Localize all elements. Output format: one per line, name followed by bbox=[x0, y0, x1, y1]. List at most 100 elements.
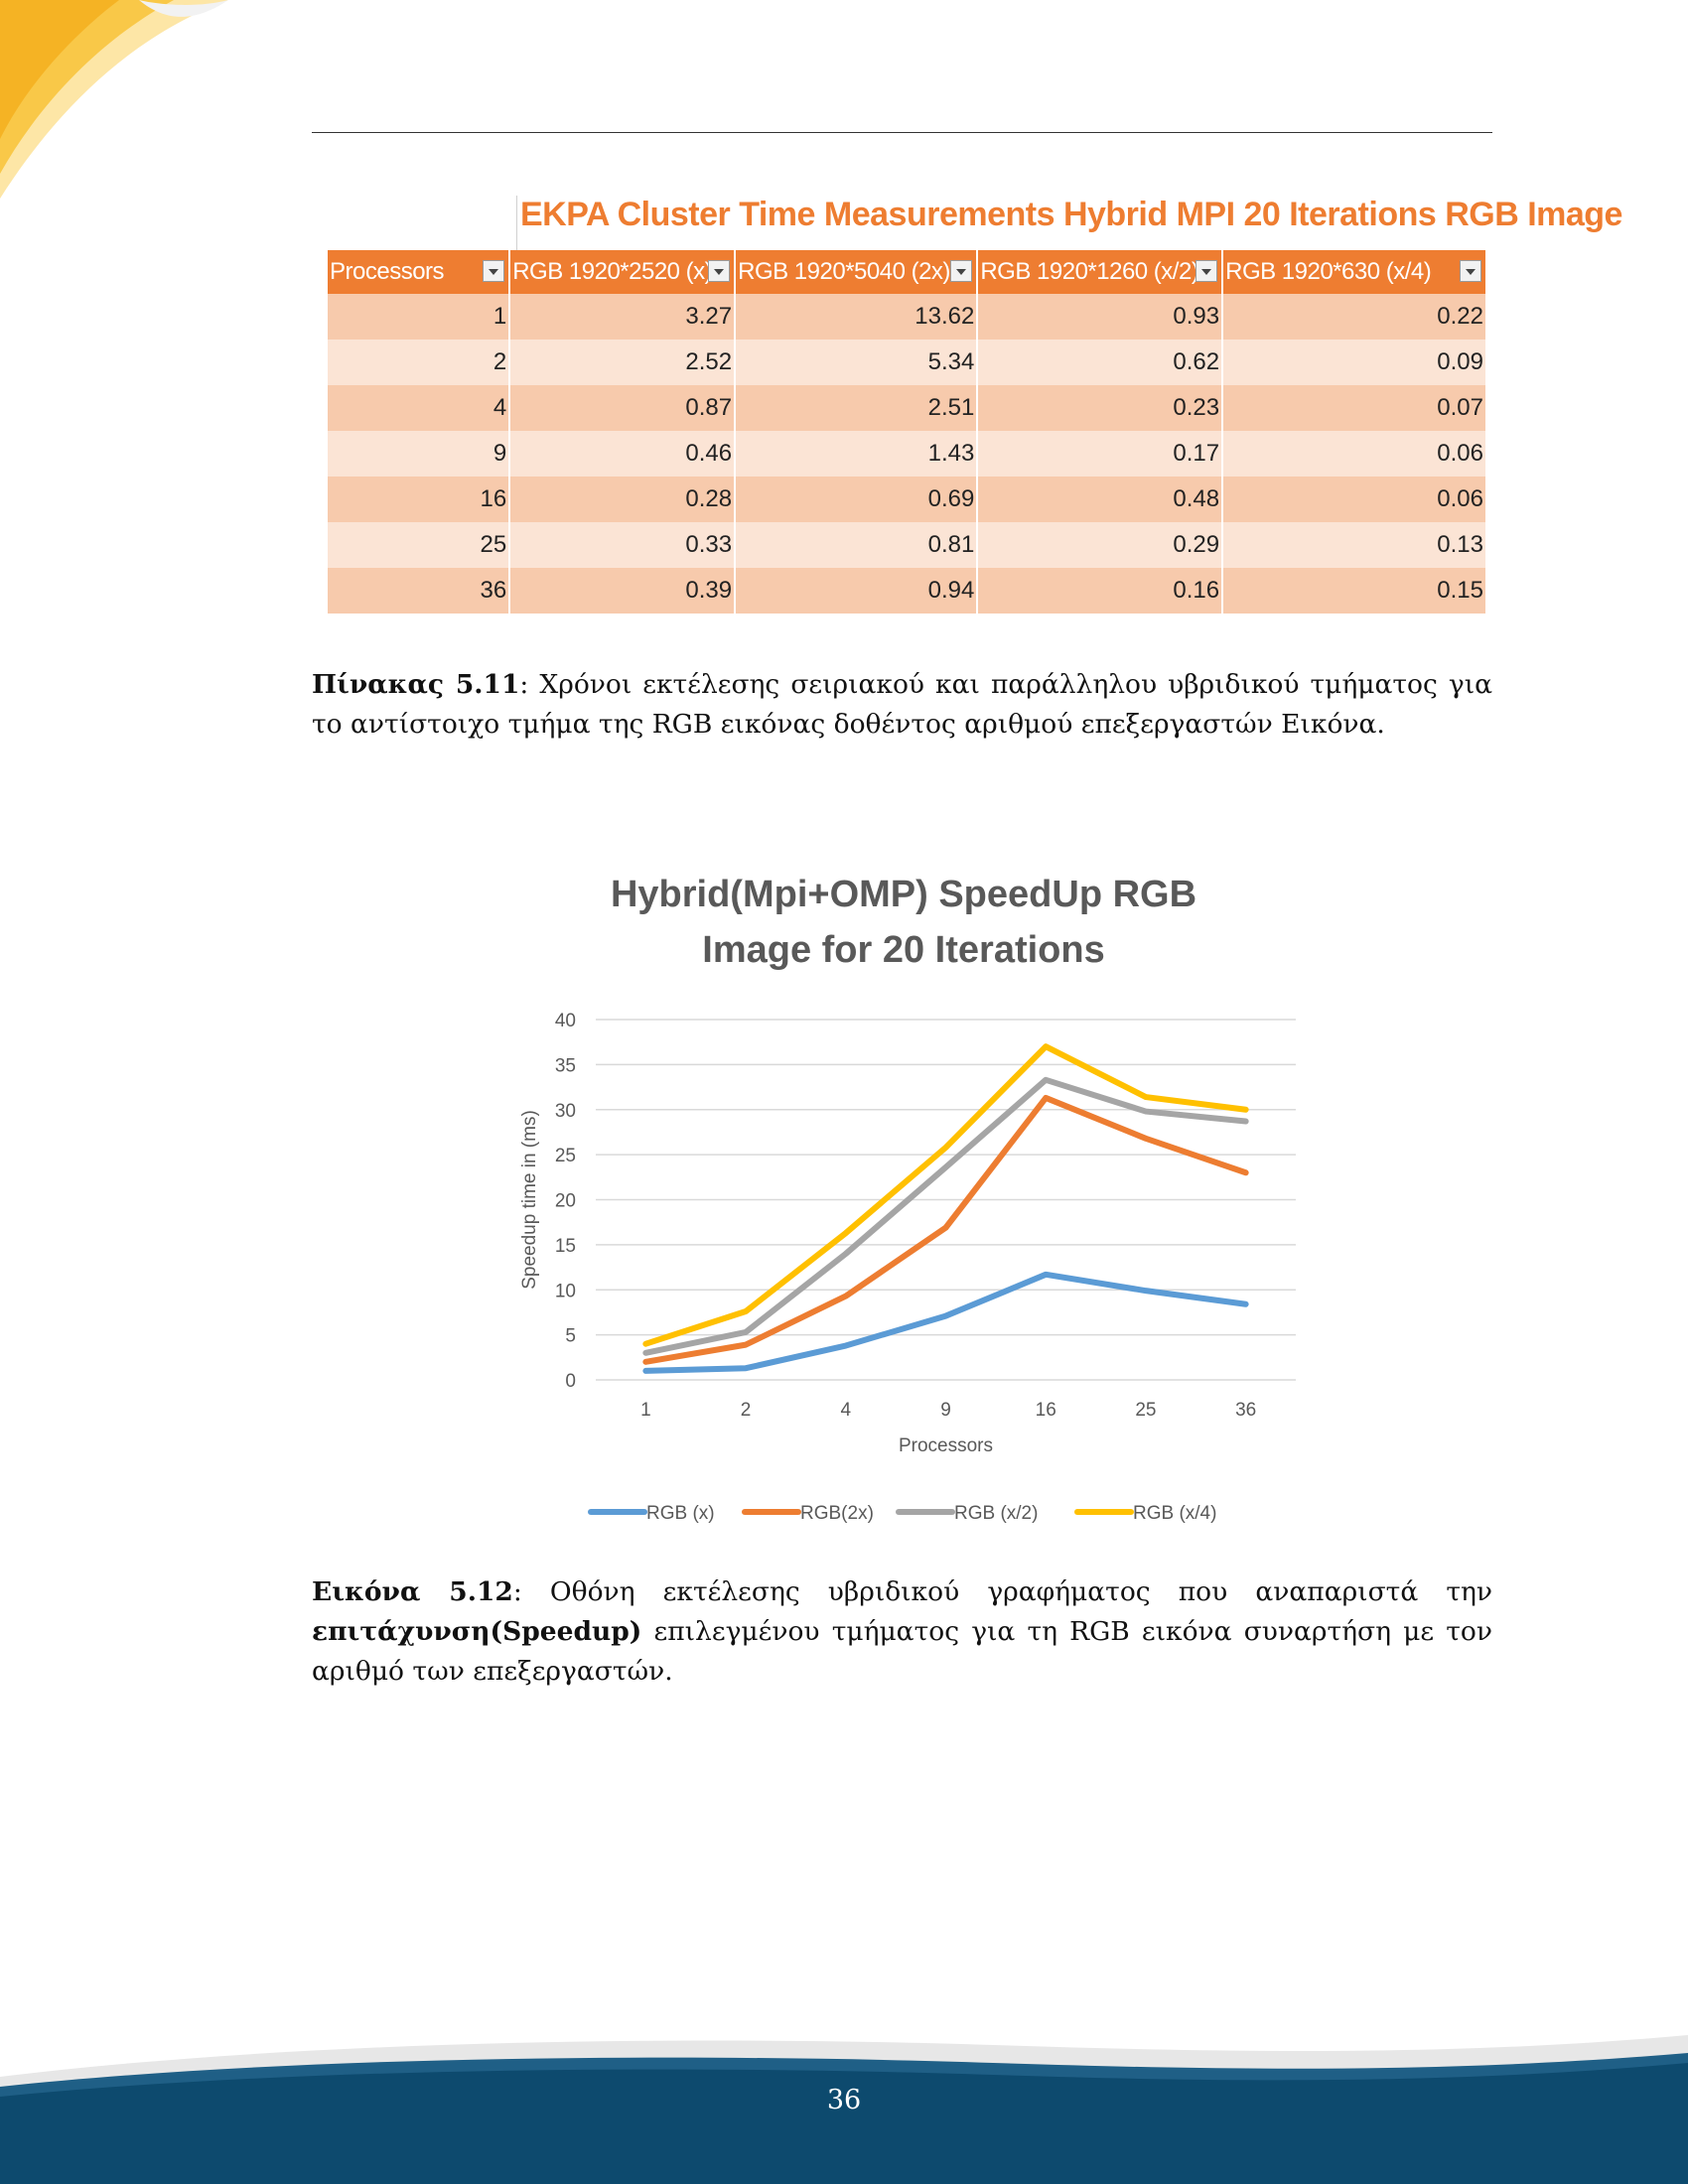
y-tick-label: 15 bbox=[555, 1236, 576, 1257]
header-rgb-x2[interactable]: RGB 1920*1260 (x/2) bbox=[976, 250, 1223, 294]
filter-dropdown-icon[interactable] bbox=[708, 260, 731, 282]
table-cell: 0.16 bbox=[976, 568, 1223, 614]
y-tick-label: 30 bbox=[555, 1101, 576, 1122]
filter-dropdown-icon[interactable] bbox=[483, 260, 505, 282]
y-tick-label: 25 bbox=[555, 1146, 576, 1166]
legend-label: RGB (x/4) bbox=[1133, 1503, 1216, 1524]
x-tick-label: 9 bbox=[940, 1400, 951, 1421]
header-label: RGB 1920*630 (x/4) bbox=[1225, 258, 1432, 285]
speedup-chart: Hybrid(Mpi+OMP) SpeedUp RGB Image for 20… bbox=[506, 864, 1301, 1539]
table-cell: 4 bbox=[328, 385, 510, 431]
legend-label: RGB (x/2) bbox=[954, 1503, 1038, 1524]
table-header-row: Processors RGB 1920*2520 (x) RGB 1920*50… bbox=[328, 250, 1485, 294]
table-cell: 0.22 bbox=[1221, 294, 1485, 340]
x-tick-label: 25 bbox=[1135, 1400, 1156, 1421]
y-tick-label: 20 bbox=[555, 1191, 576, 1212]
series-line bbox=[642, 1076, 1249, 1356]
page-number: 36 bbox=[826, 2085, 862, 2116]
table-cell: 0.39 bbox=[508, 568, 736, 614]
table-row: 9 0.46 1.43 0.17 0.06 bbox=[328, 431, 1485, 477]
table-cell: 0.28 bbox=[508, 477, 736, 522]
table-cell: 0.33 bbox=[508, 522, 736, 568]
table-cell: 9 bbox=[328, 431, 510, 477]
chart-title-line2: Image for 20 Iterations bbox=[702, 929, 1105, 971]
table-cell: 0.93 bbox=[976, 294, 1223, 340]
filter-dropdown-icon[interactable] bbox=[950, 260, 973, 282]
table-cell: 0.17 bbox=[976, 431, 1223, 477]
y-tick-label: 10 bbox=[555, 1281, 576, 1301]
filter-dropdown-icon[interactable] bbox=[1196, 260, 1218, 282]
caption-text: : Χρόνοι εκτέλεσης σειριακού και παράλλη… bbox=[312, 669, 1492, 740]
header-rule bbox=[312, 132, 1492, 133]
series-line bbox=[642, 1094, 1249, 1365]
corner-decoration bbox=[0, 0, 228, 199]
table-row: 2 2.52 5.34 0.62 0.09 bbox=[328, 340, 1485, 385]
header-label: RGB 1920*5040 (2x) bbox=[738, 258, 950, 285]
series-line bbox=[642, 1271, 1249, 1374]
table-cell: 3.27 bbox=[508, 294, 736, 340]
header-label: RGB 1920*2520 (x) bbox=[512, 258, 713, 285]
legend-label: RGB (x) bbox=[646, 1503, 715, 1524]
y-tick-label: 40 bbox=[555, 1011, 576, 1031]
table-row: 16 0.28 0.69 0.48 0.06 bbox=[328, 477, 1485, 522]
table-cell: 0.62 bbox=[976, 340, 1223, 385]
header-label: Processors bbox=[330, 258, 445, 285]
table-cell: 25 bbox=[328, 522, 510, 568]
y-tick-label: 35 bbox=[555, 1055, 576, 1076]
table-cell: 2.51 bbox=[734, 385, 978, 431]
caption-label: Εικόνα 5.12 bbox=[312, 1576, 513, 1607]
header-rgb-x[interactable]: RGB 1920*2520 (x) bbox=[508, 250, 736, 294]
figure-caption: Εικόνα 5.12: Οθόνη εκτέλεσης υβριδικού γ… bbox=[312, 1572, 1492, 1692]
series-line bbox=[642, 1043, 1249, 1347]
caption-bold-term: επιτάχυνση(Speedup) bbox=[312, 1616, 642, 1647]
table-row: 1 3.27 13.62 0.93 0.22 bbox=[328, 294, 1485, 340]
table-row: 25 0.33 0.81 0.29 0.13 bbox=[328, 522, 1485, 568]
x-axis-label: Processors bbox=[899, 1435, 993, 1456]
header-label: RGB 1920*1260 (x/2) bbox=[980, 258, 1199, 285]
chart-plot: 0 5 10 15 20 25 30 35 40 1 2 4 9 16 25 36 Processors Spee… bbox=[519, 1011, 1296, 1524]
table-cell: 0.06 bbox=[1221, 431, 1485, 477]
table-cell: 2 bbox=[328, 340, 510, 385]
table-cell: 0.09 bbox=[1221, 340, 1485, 385]
caption-text: : Οθόνη εκτέλεσης υβριδικού γραφήματος π… bbox=[512, 1576, 1493, 1607]
table-cell: 0.48 bbox=[976, 477, 1223, 522]
chart-title-line1: Hybrid(Mpi+OMP) SpeedUp RGB bbox=[610, 874, 1197, 915]
legend-label: RGB(2x) bbox=[800, 1503, 874, 1524]
header-processors[interactable]: Processors bbox=[328, 250, 510, 294]
table-cell: 36 bbox=[328, 568, 510, 614]
table-cell: 16 bbox=[328, 477, 510, 522]
table-cell: 0.87 bbox=[508, 385, 736, 431]
header-rgb-x4[interactable]: RGB 1920*630 (x/4) bbox=[1221, 250, 1485, 294]
y-axis-label: Speedup time in (ms) bbox=[519, 1110, 540, 1290]
header-rgb-2x[interactable]: RGB 1920*5040 (2x) bbox=[734, 250, 978, 294]
x-tick-label: 4 bbox=[840, 1400, 851, 1421]
caption-text: επιλεγμένου τμήματος για τη RGB εικόνα σ… bbox=[312, 1616, 1492, 1687]
filter-dropdown-icon[interactable] bbox=[1460, 260, 1481, 282]
table-cell: 0.81 bbox=[734, 522, 978, 568]
table-row: 4 0.87 2.51 0.23 0.07 bbox=[328, 385, 1485, 431]
table-cell: 0.46 bbox=[508, 431, 736, 477]
y-tick-label: 0 bbox=[565, 1371, 576, 1392]
table-cell: 1 bbox=[328, 294, 510, 340]
x-tick-label: 36 bbox=[1235, 1400, 1256, 1421]
table-cell: 1.43 bbox=[734, 431, 978, 477]
measurements-table: Processors RGB 1920*2520 (x) RGB 1920*50… bbox=[328, 250, 1485, 614]
table-cell: 0.07 bbox=[1221, 385, 1485, 431]
table-cell: 0.29 bbox=[976, 522, 1223, 568]
caption-label: Πίνακας 5.11 bbox=[312, 669, 520, 700]
table-cell: 0.06 bbox=[1221, 477, 1485, 522]
x-tick-label: 2 bbox=[741, 1400, 752, 1421]
table-caption: Πίνακας 5.11: Χρόνοι εκτέλεσης σειριακού… bbox=[312, 665, 1492, 745]
table-cell: 2.52 bbox=[508, 340, 736, 385]
y-tick-label: 5 bbox=[565, 1326, 576, 1347]
table-cell: 13.62 bbox=[734, 294, 978, 340]
table-title: EKPA Cluster Time Measurements Hybrid MP… bbox=[520, 196, 1622, 233]
table-cell: 0.69 bbox=[734, 477, 978, 522]
table-cell: 0.23 bbox=[976, 385, 1223, 431]
footer-wave bbox=[0, 2035, 1688, 2184]
x-tick-label: 1 bbox=[640, 1400, 651, 1421]
table-cell: 5.34 bbox=[734, 340, 978, 385]
table-cell: 0.13 bbox=[1221, 522, 1485, 568]
table-row: 36 0.39 0.94 0.16 0.15 bbox=[328, 568, 1485, 614]
table-title-border bbox=[516, 196, 517, 250]
